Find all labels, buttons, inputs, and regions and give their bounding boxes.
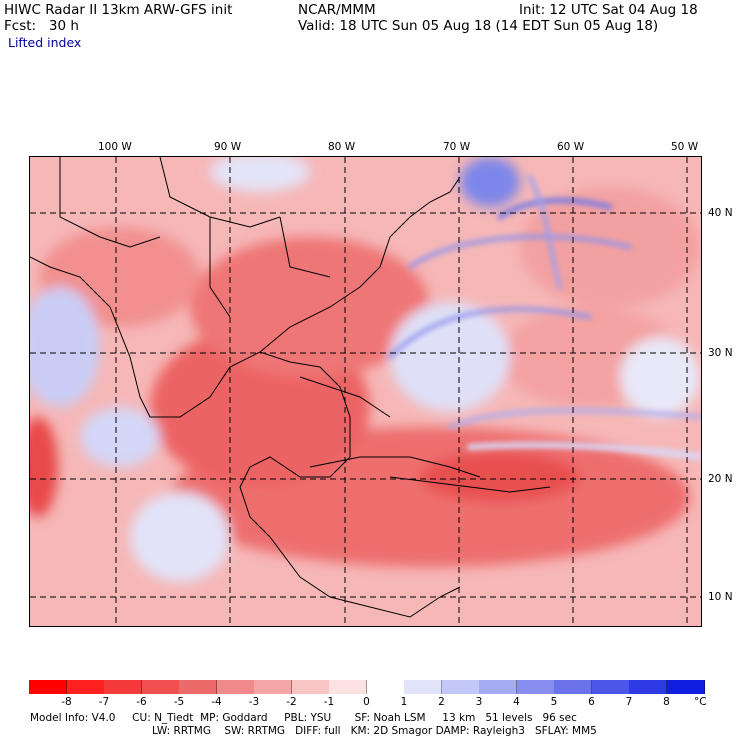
colorbar-swatch (29, 680, 67, 694)
colorbar-swatch (554, 680, 592, 694)
colorbar-swatch (104, 680, 142, 694)
colorbar-tick-label: 8 (663, 696, 670, 708)
colorbar-tick-label: 1 (400, 696, 408, 708)
colorbar-tick-label: -8 (61, 696, 72, 708)
valid-time: Valid: 18 UTC Sun 05 Aug 18 (14 EDT Sun … (298, 18, 659, 34)
colorbar-tick-label: 4 (513, 696, 520, 708)
lon-label-90w: 90 W (214, 141, 242, 153)
colorbar (29, 680, 705, 694)
footer-physics-info: LW: RRTMG SW: RRTMG DIFF: full KM: 2D Sm… (152, 725, 597, 737)
lifted-index-map (29, 156, 702, 627)
colorbar-swatch (216, 680, 255, 694)
colorbar-swatch (666, 680, 705, 694)
colorbar-tick-label: 2 (438, 696, 445, 708)
map-canvas (30, 157, 701, 626)
field-patches (30, 157, 700, 582)
colorbar-swatch (516, 680, 555, 694)
field-name: Lifted index (8, 35, 82, 50)
colorbar-tick-label: -7 (98, 696, 110, 708)
footer-model-info: Model Info: V4.0 CU: N_Tiedt MP: Goddard… (30, 712, 577, 724)
colorbar-unit: °C (694, 696, 707, 708)
lat-label-10n: 10 N (708, 591, 733, 603)
lon-label-50w: 50 W (671, 141, 699, 153)
stable-streaks (388, 175, 701, 460)
forecast-hour: Fcst: 30 h (4, 18, 79, 34)
colorbar-swatch (66, 680, 105, 694)
colorbar-swatch (629, 680, 667, 694)
colorbar-tick-label: 5 (550, 696, 558, 708)
lon-label-70w: 70 W (443, 141, 471, 153)
model-title: HIWC Radar II 13km ARW-GFS init (4, 2, 233, 18)
colorbar-tick-label: 6 (588, 696, 595, 708)
colorbar-swatch (141, 680, 180, 694)
colorbar-tick-label: 3 (475, 696, 483, 708)
colorbar-swatch (441, 680, 480, 694)
colorbar-swatch (329, 680, 367, 694)
lon-label-60w: 60 W (557, 141, 585, 153)
org-label: NCAR/MMM (298, 2, 376, 18)
colorbar-tick-label: 0 (363, 696, 370, 708)
init-time: Init: 12 UTC Sat 04 Aug 18 (519, 2, 698, 18)
colorbar-swatch (179, 680, 217, 694)
lat-lon-grid (30, 157, 701, 626)
colorbar-tick-label: -3 (248, 696, 260, 708)
lon-label-100w: 100 W (98, 141, 132, 153)
colorbar-tick-label: -2 (286, 696, 297, 708)
colorbar-swatch (591, 680, 630, 694)
colorbar-tick-label: -6 (136, 696, 147, 708)
colorbar-tick-label: -5 (173, 696, 185, 708)
colorbar-tick-label: 7 (625, 696, 633, 708)
lon-label-80w: 80 W (328, 141, 356, 153)
lat-label-40n: 40 N (708, 207, 733, 219)
colorbar-tick-label: -4 (211, 696, 222, 708)
colorbar-tick-label: -1 (323, 696, 335, 708)
colorbar-swatch (366, 680, 405, 694)
lat-label-20n: 20 N (708, 473, 733, 485)
colorbar-swatch (291, 680, 330, 694)
lat-label-30n: 30 N (708, 347, 733, 359)
colorbar-swatch (254, 680, 292, 694)
colorbar-swatch (479, 680, 517, 694)
colorbar-swatch (404, 680, 442, 694)
